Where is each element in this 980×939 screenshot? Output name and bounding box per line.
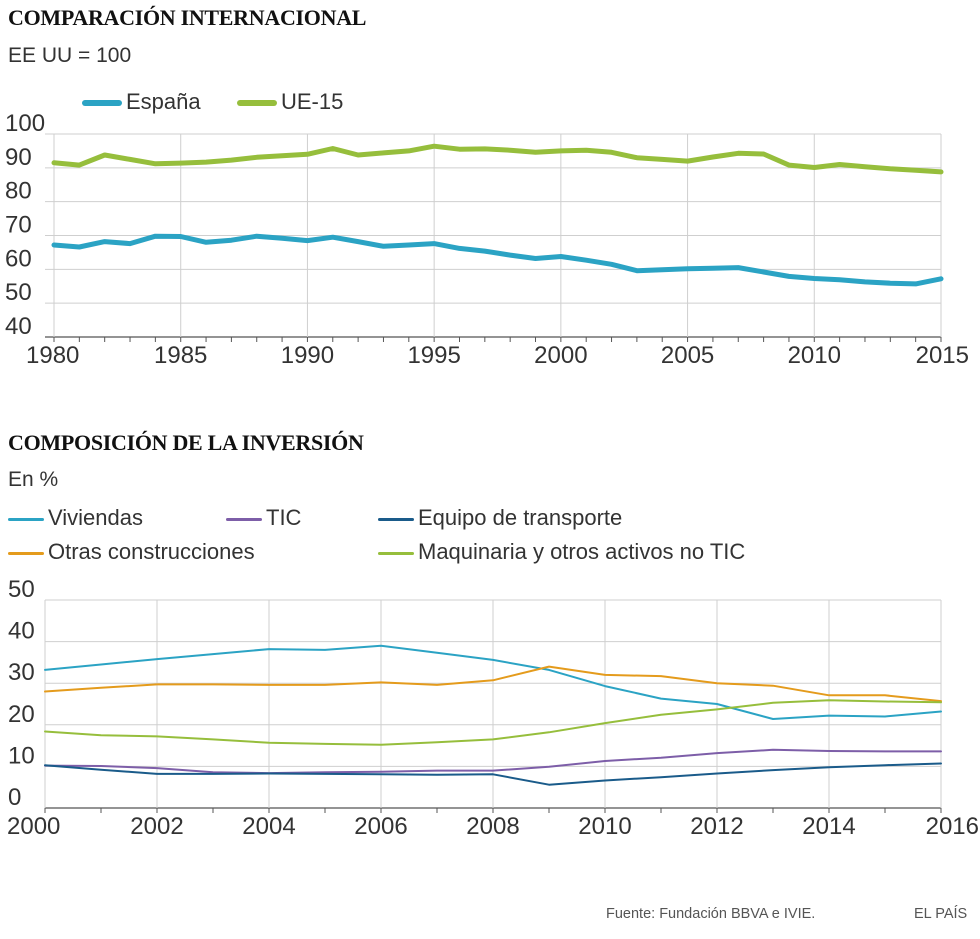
legend-swatch-ue15 (237, 100, 277, 107)
legend-label: Maquinaria y otros activos no TIC (418, 539, 746, 564)
y-tick-label: 10 (8, 742, 35, 769)
series-line-viviendas (44, 644, 942, 720)
x-tick-label: 1980 (26, 342, 79, 369)
publisher-name: EL PAÍS (914, 906, 968, 922)
y-tick-label: 30 (8, 659, 35, 686)
series-line-tic (44, 748, 942, 775)
chart2-legend-tic: TIC (226, 505, 301, 531)
chart2-legend-viviendas: Viviendas (8, 505, 143, 531)
x-tick-label: 1995 (407, 342, 460, 369)
series-line-ue-15 (51, 143, 944, 175)
x-tick-label: 2014 (802, 813, 855, 840)
x-tick-label: 2000 (534, 342, 587, 369)
x-tick-label: 2010 (788, 342, 841, 369)
y-tick-label: 40 (8, 618, 35, 645)
legend-label: TIC (266, 505, 302, 530)
chart-comparacion-internacional: 40 50 60 70 80 90 100 1980 1985 1990 1995 2000 2005 2… (5, 110, 969, 369)
chart1-subtitle: EE UU = 100 (8, 44, 132, 67)
y-tick-label: 90 (5, 144, 32, 171)
y-tick-label: 50 (8, 576, 35, 603)
x-tick-label: 2015 (916, 342, 969, 369)
chart2-subtitle: En % (8, 468, 59, 491)
series-line-espana (51, 233, 944, 287)
series-line-otras-construcciones (44, 665, 942, 703)
chart2-legend-otras: Otras construcciones (8, 539, 255, 565)
x-tick-label: 2006 (354, 813, 407, 840)
y-tick-label: 70 (5, 212, 32, 239)
y-tick-label: 50 (5, 279, 32, 306)
legend-label: Viviendas (48, 505, 143, 530)
chart-composicion-inversion: 0 10 20 30 40 50 2000 2002 2004 2006 2008 2010 2012 2… (7, 576, 979, 840)
legend-label: UE-15 (281, 89, 344, 114)
legend-swatch-espana (82, 100, 122, 107)
legend-swatch-viviendas (8, 517, 44, 521)
x-tick-label: 2010 (578, 813, 631, 840)
x-tick-label: 2008 (466, 813, 519, 840)
chart1-legend-ue15: UE-15 (237, 89, 343, 115)
y-tick-label: 20 (8, 701, 35, 728)
legend-label: España (126, 89, 201, 114)
x-tick-label: 2002 (130, 813, 183, 840)
y-tick-label: 0 (8, 784, 21, 811)
x-tick-label: 1985 (154, 342, 207, 369)
legend-swatch-otras (8, 551, 44, 555)
chart1-title: COMPARACIÓN INTERNACIONAL (8, 5, 367, 30)
x-tick-label: 2012 (690, 813, 743, 840)
chart2-title: COMPOSICIÓN DE LA INVERSIÓN (8, 430, 364, 455)
legend-swatch-maquinaria (378, 551, 414, 555)
legend-swatch-tic (226, 517, 262, 521)
y-tick-label: 40 (5, 313, 32, 340)
chart2-legend-transporte: Equipo de transporte (378, 505, 622, 531)
series-line-maquinaria-y-otros-activos-no-tic (44, 699, 942, 746)
chart1-legend-espana: España (82, 89, 201, 115)
x-tick-label: 1990 (281, 342, 334, 369)
legend-swatch-transporte (378, 517, 414, 521)
x-tick-label: 2000 (7, 813, 60, 840)
y-tick-label: 60 (5, 245, 32, 272)
x-tick-label: 2004 (242, 813, 295, 840)
y-tick-label: 80 (5, 178, 32, 205)
series-line-equipo-de-transporte (44, 762, 942, 786)
source-note: Fuente: Fundación BBVA e IVIE. (606, 906, 816, 922)
legend-label: Otras construcciones (48, 539, 255, 564)
y-tick-label: 100 (5, 110, 45, 137)
legend-label: Equipo de transporte (418, 505, 623, 530)
chart2-legend-maquinaria: Maquinaria y otros activos no TIC (378, 539, 745, 565)
x-tick-label: 2005 (661, 342, 714, 369)
x-tick-label: 2016 (926, 813, 979, 840)
